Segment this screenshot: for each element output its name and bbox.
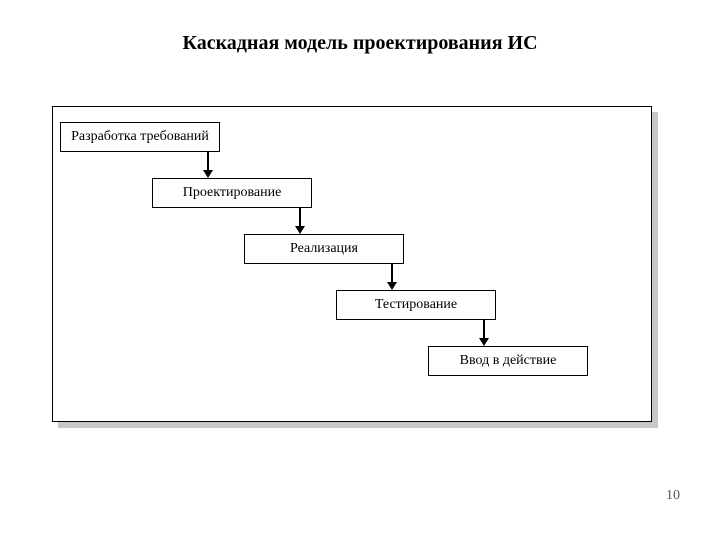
arrow-2 bbox=[295, 208, 305, 234]
arrow-shaft bbox=[299, 208, 301, 226]
step-design: Проектирование bbox=[152, 178, 312, 208]
step-requirements: Разработка требований bbox=[60, 122, 220, 152]
page-title: Каскадная модель проектирования ИС bbox=[0, 32, 720, 55]
arrow-4 bbox=[479, 320, 489, 346]
arrow-head bbox=[479, 338, 489, 346]
arrow-head bbox=[203, 170, 213, 178]
step-implementation: Реализация bbox=[244, 234, 404, 264]
step-label: Ввод в действие bbox=[460, 353, 557, 369]
arrow-1 bbox=[203, 152, 213, 178]
slide: Каскадная модель проектирования ИС Разра… bbox=[0, 0, 720, 540]
step-testing: Тестирование bbox=[336, 290, 496, 320]
arrow-3 bbox=[387, 264, 397, 290]
arrow-head bbox=[387, 282, 397, 290]
step-label: Реализация bbox=[290, 241, 358, 257]
arrow-shaft bbox=[391, 264, 393, 282]
step-label: Проектирование bbox=[183, 185, 282, 201]
arrow-shaft bbox=[483, 320, 485, 338]
arrow-head bbox=[295, 226, 305, 234]
arrow-shaft bbox=[207, 152, 209, 170]
step-label: Разработка требований bbox=[71, 129, 209, 145]
step-deployment: Ввод в действие bbox=[428, 346, 588, 376]
page-number: 10 bbox=[666, 488, 680, 504]
step-label: Тестирование bbox=[375, 297, 457, 313]
